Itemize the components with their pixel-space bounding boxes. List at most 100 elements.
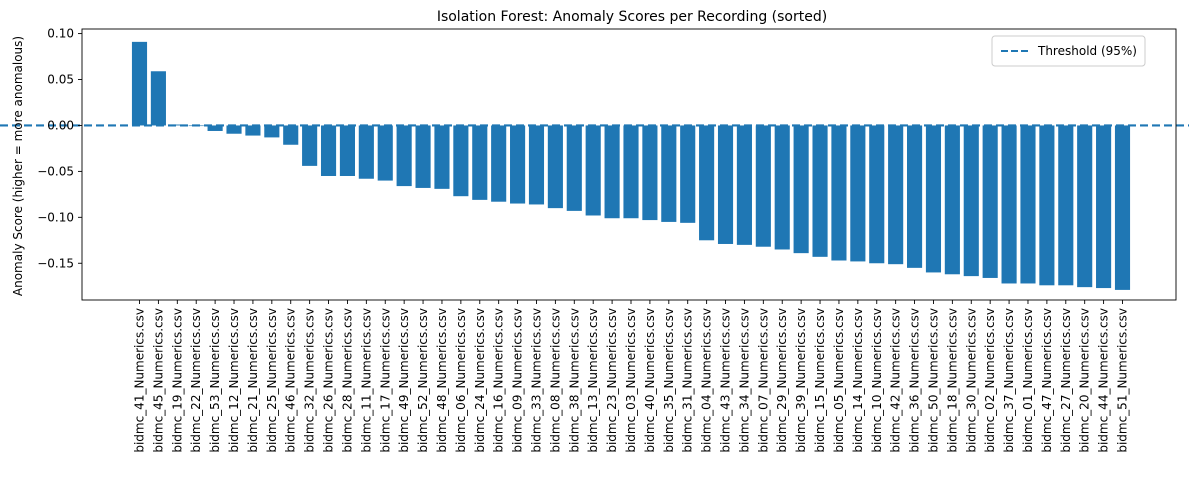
x-tick-label: bidmc_02_Numerics.csv	[983, 308, 997, 453]
bar	[226, 125, 242, 134]
bar	[888, 125, 904, 265]
x-tick-label: bidmc_37_Numerics.csv	[1002, 308, 1016, 453]
bar	[850, 125, 866, 262]
bar	[245, 125, 261, 136]
x-tick-label: bidmc_19_Numerics.csv	[170, 308, 184, 453]
x-tick-label: bidmc_21_Numerics.csv	[246, 308, 260, 453]
plot-area	[0, 28, 1189, 301]
x-tick-label: bidmc_40_Numerics.csv	[643, 308, 657, 453]
x-tick-label: bidmc_12_Numerics.csv	[227, 308, 241, 453]
bar	[1096, 125, 1112, 289]
x-tick-label: bidmc_16_Numerics.csv	[492, 308, 506, 453]
x-tick-label: bidmc_05_Numerics.csv	[832, 308, 846, 453]
bar	[793, 125, 809, 254]
x-tick-label: bidmc_34_Numerics.csv	[737, 308, 751, 453]
x-tick-label: bidmc_10_Numerics.csv	[870, 308, 884, 453]
bar	[320, 125, 337, 176]
x-tick-label: bidmc_17_Numerics.csv	[378, 308, 392, 453]
x-tick-label: bidmc_18_Numerics.csv	[945, 308, 959, 453]
legend-threshold-label: Threshold (95%)	[1037, 44, 1137, 58]
x-tick-label: bidmc_45_Numerics.csv	[151, 308, 165, 453]
bar	[925, 125, 942, 273]
bar	[869, 125, 885, 264]
x-tick-label: bidmc_20_Numerics.csv	[1078, 308, 1092, 453]
x-tick-label: bidmc_27_Numerics.csv	[1059, 308, 1073, 453]
bar	[453, 125, 469, 197]
bar	[831, 125, 847, 261]
x-tick-label: bidmc_23_Numerics.csv	[605, 308, 619, 453]
x-axis-ticks: bidmc_41_Numerics.csv bidmc_45_Numerics.c…	[133, 300, 1130, 453]
bar	[812, 125, 828, 257]
x-tick-label: bidmc_50_Numerics.csv	[926, 308, 940, 453]
x-tick-label: bidmc_24_Numerics.csv	[473, 308, 487, 453]
bar	[302, 125, 318, 166]
bar	[169, 124, 185, 126]
bar	[207, 125, 223, 131]
x-tick-label: bidmc_35_Numerics.csv	[662, 308, 676, 453]
bar	[510, 125, 526, 204]
x-tick-label: bidmc_32_Numerics.csv	[303, 308, 317, 453]
bar	[472, 125, 488, 200]
bar	[1058, 125, 1074, 286]
x-tick-label: bidmc_13_Numerics.csv	[586, 308, 600, 453]
bar	[585, 125, 601, 216]
x-tick-label: bidmc_31_Numerics.csv	[681, 308, 695, 453]
bar	[661, 125, 677, 222]
bar	[547, 125, 563, 209]
bar	[264, 125, 280, 138]
y-tick-label: −0.15	[37, 256, 74, 270]
bar	[1020, 125, 1036, 284]
x-tick-label: bidmc_30_Numerics.csv	[964, 308, 978, 453]
bar	[358, 125, 374, 179]
y-tick-label: −0.05	[37, 164, 74, 178]
x-tick-label: bidmc_52_Numerics.csv	[416, 308, 430, 453]
x-tick-label: bidmc_41_Numerics.csv	[133, 308, 147, 453]
bar	[566, 125, 582, 211]
y-tick-label: 0.05	[47, 73, 74, 87]
bar	[774, 125, 790, 250]
bar	[131, 41, 148, 126]
bar	[283, 125, 299, 145]
x-tick-label: bidmc_49_Numerics.csv	[397, 308, 411, 453]
x-tick-label: bidmc_48_Numerics.csv	[435, 308, 449, 453]
bar	[717, 125, 734, 244]
x-tick-label: bidmc_04_Numerics.csv	[700, 308, 714, 453]
x-tick-label: bidmc_26_Numerics.csv	[322, 308, 336, 453]
bar	[339, 125, 355, 176]
x-tick-label: bidmc_38_Numerics.csv	[567, 308, 581, 453]
bar	[907, 125, 923, 268]
x-tick-label: bidmc_51_Numerics.csv	[1116, 308, 1130, 453]
bar	[1114, 125, 1131, 290]
bar	[963, 125, 979, 277]
bar	[377, 125, 393, 181]
y-axis-label: Anomaly Score (higher = more anomalous)	[11, 36, 25, 296]
x-tick-label: bidmc_44_Numerics.csv	[1097, 308, 1111, 453]
x-tick-label: bidmc_43_Numerics.csv	[719, 308, 733, 453]
bar	[415, 125, 431, 188]
x-tick-label: bidmc_14_Numerics.csv	[851, 308, 865, 453]
y-tick-label: −0.10	[37, 210, 74, 224]
bar	[396, 125, 412, 187]
x-tick-label: bidmc_03_Numerics.csv	[624, 308, 638, 453]
legend-box	[991, 35, 1146, 67]
bar	[491, 125, 507, 202]
x-tick-label: bidmc_29_Numerics.csv	[775, 308, 789, 453]
bar	[699, 125, 715, 241]
x-tick-label: bidmc_15_Numerics.csv	[813, 308, 827, 453]
x-tick-label: bidmc_22_Numerics.csv	[189, 308, 203, 453]
bar	[528, 125, 545, 205]
bar	[150, 71, 166, 126]
x-tick-label: bidmc_28_Numerics.csv	[340, 308, 354, 453]
bar	[604, 125, 620, 219]
x-tick-label: bidmc_01_Numerics.csv	[1021, 308, 1035, 453]
x-tick-label: bidmc_36_Numerics.csv	[908, 308, 922, 453]
x-tick-label: bidmc_33_Numerics.csv	[529, 308, 543, 453]
bar	[1001, 125, 1017, 284]
bar	[434, 125, 450, 189]
x-tick-label: bidmc_47_Numerics.csv	[1040, 308, 1054, 453]
x-tick-label: bidmc_42_Numerics.csv	[889, 308, 903, 453]
x-tick-label: bidmc_11_Numerics.csv	[359, 308, 373, 453]
bar	[1039, 125, 1055, 286]
x-tick-label: bidmc_25_Numerics.csv	[265, 308, 279, 453]
bar	[623, 125, 639, 219]
